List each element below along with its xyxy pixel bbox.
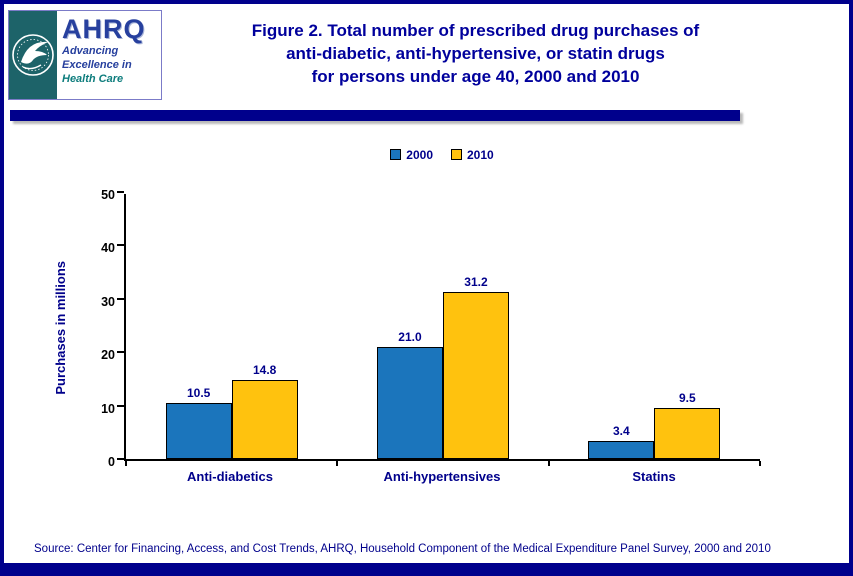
bar-col-2000: 10.5 (165, 385, 232, 459)
x-tick-mark (547, 461, 550, 466)
bar-groups: 10.5 14.8 21.0 31.2 3.4 9.5 (126, 194, 760, 459)
x-category-label: Statins (632, 469, 676, 484)
page-title: Figure 2. Total number of prescribed dru… (162, 10, 839, 100)
header: AHRQ Advancing Excellence in Health Care… (4, 4, 849, 100)
legend-swatch (451, 149, 462, 160)
logo-tagline: Advancing Excellence in Health Care (62, 45, 146, 86)
x-category-label: Anti-hypertensives (383, 469, 501, 484)
bar-value-label: 9.5 (678, 391, 696, 406)
bar-group-anti-diabetics: 10.5 14.8 (126, 194, 337, 459)
hhs-seal-icon (9, 11, 57, 99)
legend-item-2000: 2000 (390, 147, 433, 162)
bar-2010-anti-hypertensives (442, 292, 509, 459)
logo-tagline-line: Health Care (62, 72, 124, 85)
chart-legend: 2000 2010 (124, 147, 760, 162)
bar-value-label: 14.8 (252, 362, 277, 377)
y-tick-mark (117, 244, 124, 247)
legend-swatch (390, 149, 402, 160)
bar-2000-anti-hypertensives (376, 346, 443, 459)
y-tick-mark (117, 191, 124, 193)
bar-col-2000: 3.4 (588, 423, 655, 459)
bar-2010-statins (654, 408, 721, 459)
x-tick-mark (125, 461, 127, 466)
y-tick-mark (117, 404, 124, 407)
x-tick-mark (336, 461, 339, 466)
source-note: Source: Center for Financing, Access, an… (34, 543, 771, 555)
y-axis-label: Purchases in millions (52, 260, 68, 395)
y-tick-label: 50 (101, 188, 115, 202)
y-tick-mark (117, 351, 124, 354)
page-title-line: Figure 2. Total number of prescribed dru… (251, 21, 700, 40)
y-tick-label: 40 (101, 241, 115, 256)
y-tick-mark (117, 458, 124, 460)
ahrq-logo: AHRQ Advancing Excellence in Health Care (8, 10, 162, 100)
legend-label: 2000 (406, 147, 433, 162)
bar-2000-anti-diabetics (165, 402, 232, 459)
title-divider-bar (10, 110, 740, 121)
y-tick-label: 30 (101, 294, 115, 309)
bar-value-label: 3.4 (612, 423, 630, 438)
plot-area: 10.5 14.8 21.0 31.2 3.4 9.5 (117, 191, 761, 466)
bar-2010-anti-diabetics (231, 379, 298, 459)
bar-group-anti-hypertensives: 21.0 31.2 (337, 194, 548, 459)
bar-group-statins: 3.4 9.5 (549, 194, 760, 459)
bar-value-label: 31.2 (464, 275, 488, 290)
logo-text: AHRQ Advancing Excellence in Health Care (57, 11, 148, 99)
x-category-labels: Anti-diabetics Anti-hypertensives Statins (124, 469, 760, 484)
page-title-line: for persons under age 40, 2000 and 2010 (311, 66, 640, 86)
bottom-bar (4, 563, 849, 572)
bar-value-label: 10.5 (186, 385, 211, 400)
y-tick-label: 20 (101, 348, 115, 363)
logo-tagline-line: Advancing (62, 45, 119, 58)
bar-2000-statins (588, 440, 655, 459)
y-tick-mark (117, 297, 124, 300)
bar-chart: Purchases in millions 0 10 20 30 40 50 10.5 14… (40, 188, 849, 469)
logo-tagline-line: Excellence in (62, 59, 132, 72)
x-tick-mark (759, 461, 761, 466)
bar-value-label: 21.0 (398, 329, 422, 344)
logo-org-abbrev: AHRQ (62, 14, 146, 44)
y-axis-label-wrap: Purchases in millions (40, 194, 80, 461)
bar-col-2000: 21.0 (376, 329, 443, 459)
legend-item-2010: 2010 (451, 147, 494, 162)
page-title-line: anti-diabetic, anti-hypertensive, or sta… (286, 43, 665, 63)
bar-col-2010: 9.5 (654, 391, 721, 459)
bar-col-2010: 31.2 (442, 275, 509, 459)
y-axis-tick-labels: 0 10 20 30 40 50 (80, 188, 124, 469)
y-tick-label: 0 (108, 455, 115, 469)
legend-label: 2010 (467, 147, 494, 162)
x-category-label: Anti-diabetics (187, 469, 273, 484)
bar-col-2010: 14.8 (231, 362, 298, 459)
y-tick-label: 10 (101, 401, 115, 416)
